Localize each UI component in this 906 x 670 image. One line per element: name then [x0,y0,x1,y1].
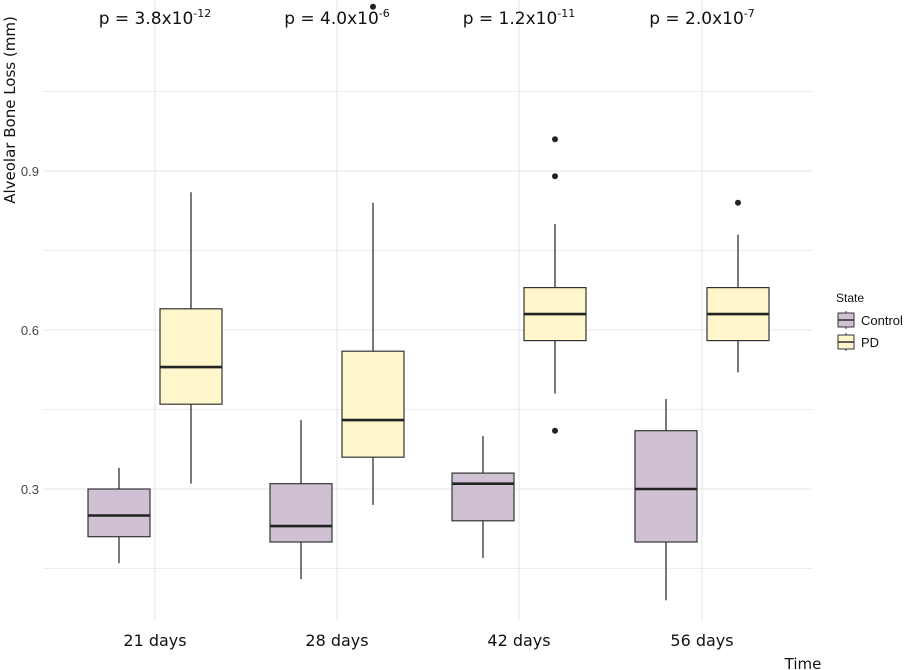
y-axis-title: Alveolar Bone Loss (mm) [1,16,19,204]
x-tick-label: 56 days [670,631,733,650]
p-value-base: p = 4.0x10 [284,9,379,29]
p-value-exponent: -12 [193,7,211,20]
y-tick-labels: 0.3 0.6 0.9 [21,164,39,497]
box-control-42-days [451,436,515,558]
p-value-label: p = 4.0x10-6 [284,7,390,29]
iqr-box [159,308,223,405]
iqr-box [87,488,151,538]
box-pd-42-days [523,136,587,434]
outlier-point [370,3,376,10]
p-value-annotations: p = 3.8x10-12 p = 4.0x10-6 p = 1.2x10-11 p … [99,7,755,29]
outlier-point [552,136,558,143]
y-tick-label: 0.3 [21,482,39,497]
legend-label-control: Control [861,313,903,328]
x-tick-label: 28 days [305,631,368,650]
legend-label-pd: PD [861,335,879,350]
iqr-box [451,472,515,522]
y-tick-label: 0.6 [21,323,39,338]
p-value-exponent: -11 [557,7,575,20]
legend-title: State [836,291,864,305]
p-value-exponent: -6 [379,7,390,20]
box-control-28-days [269,420,333,580]
legend-key-pd [837,333,855,351]
iqr-box [341,350,405,458]
p-value-exponent: -7 [744,7,755,20]
iqr-box [634,430,698,543]
box-control-56-days [634,398,698,601]
p-value-label: p = 3.8x10-12 [99,7,212,29]
boxes [87,3,770,601]
y-tick-label: 0.9 [21,164,39,179]
box-pd-21-days [159,192,223,484]
outlier-point [735,199,741,206]
x-tick-label: 21 days [123,631,186,650]
p-value-base: p = 3.8x10 [99,9,194,29]
p-value-base: p = 1.2x10 [463,9,558,29]
p-value-base: p = 2.0x10 [649,9,744,29]
box-pd-28-days [341,3,405,505]
outlier-point [552,173,558,180]
p-value-label: p = 2.0x10-7 [649,7,755,29]
x-axis-title: Time [784,655,822,670]
iqr-box [269,483,333,543]
legend: State Control PD [836,291,903,351]
legend-key-control [837,311,855,329]
outlier-point [552,427,558,434]
box-pd-56-days [706,199,770,373]
x-tick-labels: 21 days 28 days 42 days 56 days [123,631,733,650]
box-control-21-days [87,467,151,564]
p-value-label: p = 1.2x10-11 [463,7,576,29]
x-tick-label: 42 days [487,631,550,650]
